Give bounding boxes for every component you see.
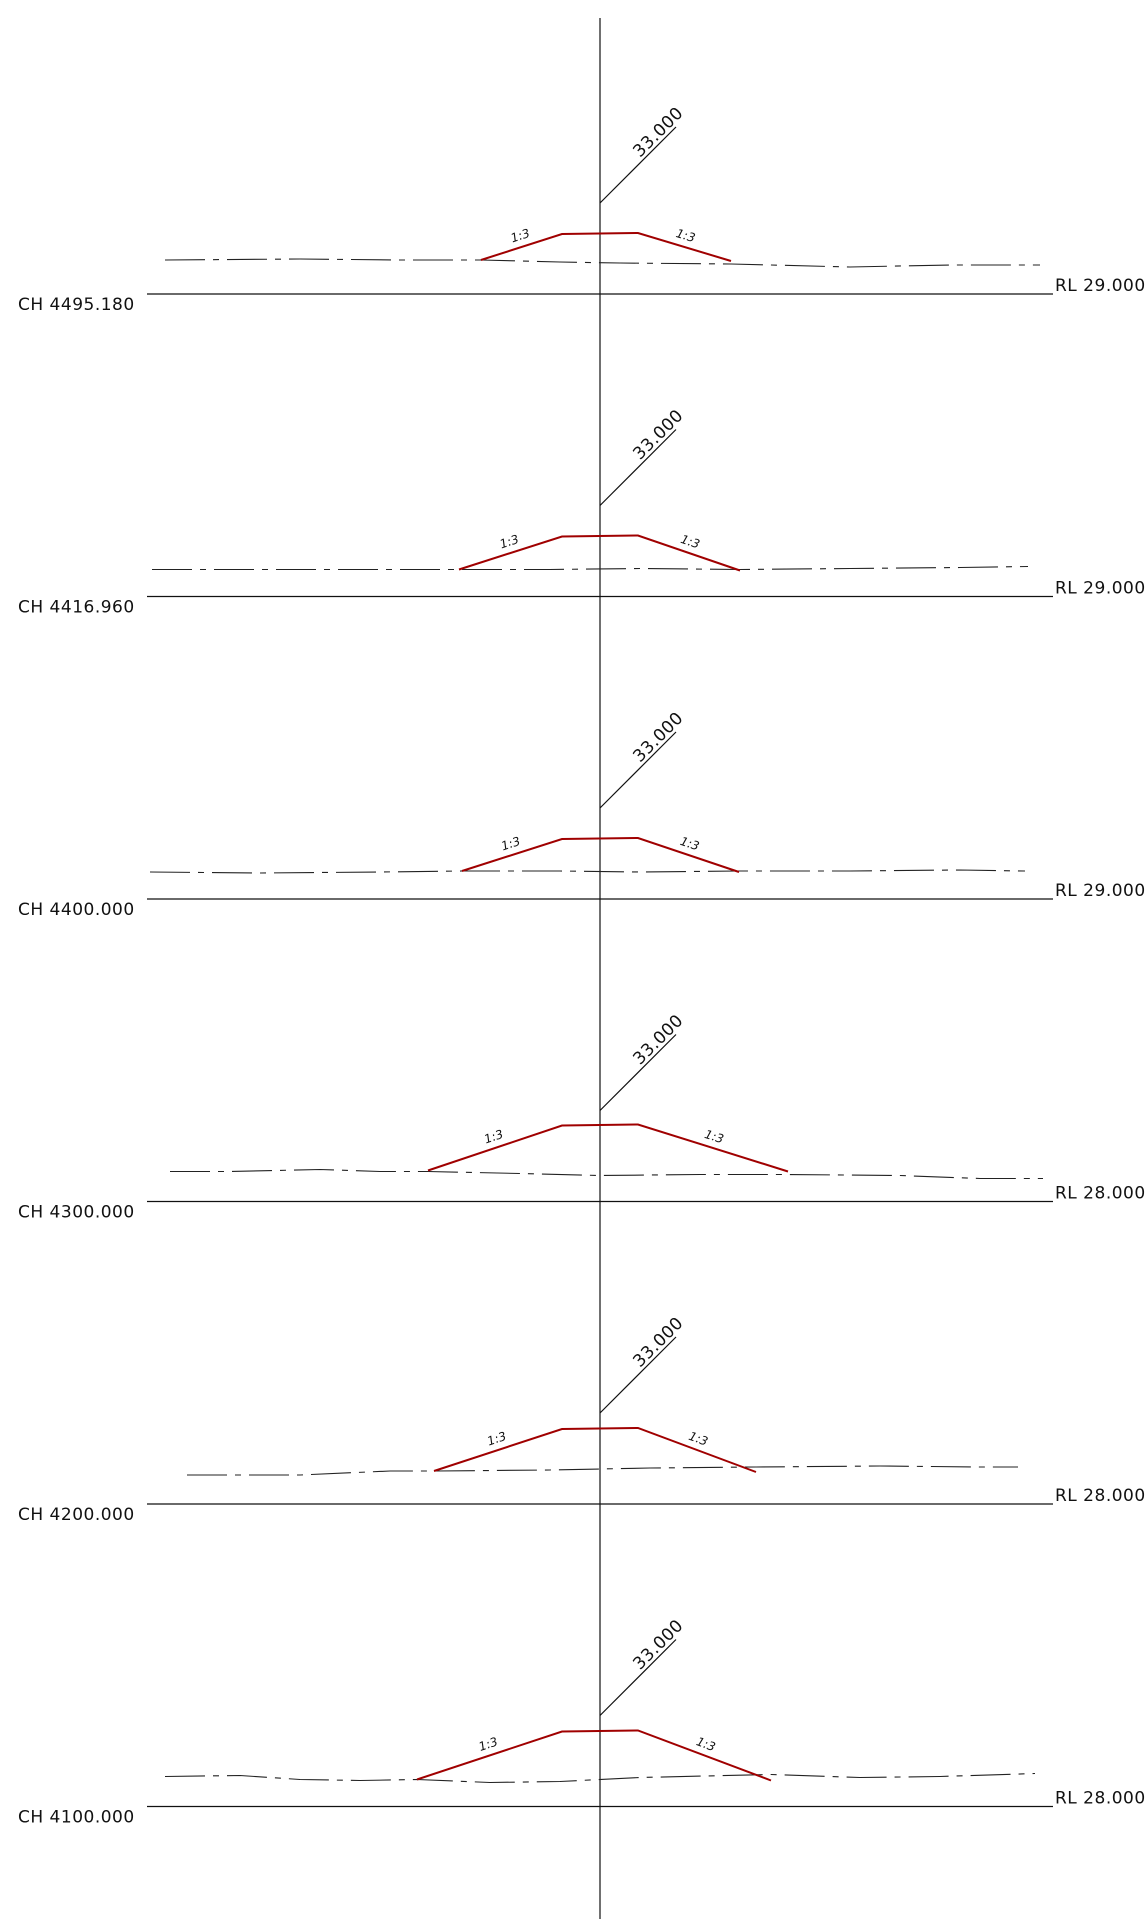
chainage-label: CH 4416.960 [18, 598, 135, 618]
embankment-profile [433, 1426, 757, 1473]
level-leader-line [599, 1336, 677, 1414]
chainage-label: CH 4100.000 [18, 1808, 135, 1828]
slope-label-left: 1:3 [477, 1734, 500, 1753]
chainage-label: CH 4200.000 [18, 1505, 135, 1525]
slope-label-right: 1:3 [678, 834, 701, 853]
slope-label-left: 1:3 [509, 226, 532, 245]
section-5: CH 4200.000 RL 28.000 1:3 1:3 33.000 [18, 1313, 1145, 1525]
level-leader-line [599, 429, 677, 506]
embankment-profile [416, 1729, 772, 1782]
section-4: CH 4300.000 RL 28.000 1:3 1:3 33.000 [18, 1011, 1145, 1223]
formation-level-label: 33.000 [629, 406, 687, 464]
datum-level-label: RL 29.000 [1055, 579, 1145, 599]
chainage-label: CH 4400.000 [18, 900, 135, 920]
existing-ground-line [187, 1465, 1018, 1476]
slope-label-left: 1:3 [485, 1429, 508, 1448]
embankment-profile [461, 836, 740, 873]
section-6: CH 4100.000 RL 28.000 1:3 1:3 33.000 [18, 1616, 1145, 1828]
formation-level-label: 33.000 [629, 1011, 687, 1069]
slope-label-right: 1:3 [694, 1734, 717, 1754]
slope-label-right: 1:3 [679, 532, 702, 551]
embankment-profile [427, 1123, 789, 1173]
slope-label-left: 1:3 [482, 1127, 505, 1147]
section-3: CH 4400.000 RL 29.000 1:3 1:3 33.000 [18, 708, 1145, 920]
slope-label-right: 1:3 [703, 1127, 726, 1146]
datum-level-label: RL 28.000 [1055, 1789, 1145, 1809]
existing-ground-line [170, 1168, 1043, 1180]
formation-level-label: 33.000 [629, 708, 687, 766]
chainage-label: CH 4495.180 [18, 295, 135, 315]
existing-ground-line [149, 869, 1026, 874]
formation-level-label: 33.000 [629, 103, 687, 161]
embankment-profile [480, 231, 732, 262]
datum-level-label: RL 29.000 [1055, 276, 1145, 296]
slope-label-left: 1:3 [499, 834, 522, 853]
level-leader-line [599, 731, 677, 809]
level-leader-line [599, 1034, 677, 1111]
existing-ground-line [164, 1772, 1036, 1784]
level-leader-line [599, 126, 677, 204]
section-2: CH 4416.960 RL 29.000 1:3 1:3 33.000 [18, 406, 1145, 618]
datum-level-label: RL 29.000 [1055, 881, 1145, 901]
slope-label-left: 1:3 [498, 532, 521, 551]
section-1: CH 4495.180 RL 29.000 1:3 1:3 33.000 [18, 103, 1145, 315]
level-leader-line [599, 1639, 677, 1716]
slope-label-right: 1:3 [674, 226, 696, 245]
datum-level-label: RL 28.000 [1055, 1486, 1145, 1506]
existing-ground-line [164, 258, 1040, 268]
embankment-profile [458, 534, 741, 572]
existing-ground-line [152, 565, 1029, 571]
formation-level-label: 33.000 [629, 1313, 687, 1371]
formation-level-label: 33.000 [629, 1616, 687, 1674]
slope-label-right: 1:3 [687, 1429, 710, 1449]
datum-level-label: RL 28.000 [1055, 1184, 1145, 1204]
chainage-label: CH 4300.000 [18, 1203, 135, 1223]
